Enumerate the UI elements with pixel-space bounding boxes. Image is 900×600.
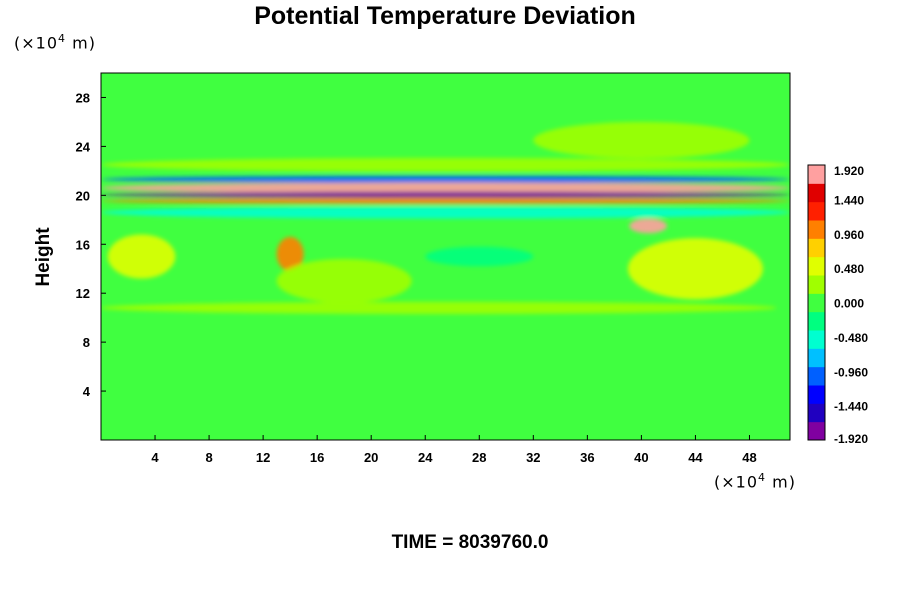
colorbar-segment (808, 183, 825, 203)
heatmap-feature-12 (425, 246, 534, 267)
time-value: 8039760.0 (458, 532, 549, 553)
y-tick-label: 20 (76, 188, 90, 203)
x-tick-label: 16 (310, 450, 324, 465)
time-equals: = (436, 532, 459, 553)
heatmap-feature-6 (629, 218, 668, 234)
heatmap-feature-13 (533, 121, 750, 159)
chart-title: Potential Temperature Deviation (254, 2, 636, 30)
colorbar-segment (808, 238, 825, 258)
heatmap-feature-0 (101, 175, 790, 184)
x-tick-label: 28 (472, 450, 486, 465)
colorbar-segment (808, 366, 825, 386)
x-tick-label: 44 (688, 450, 703, 465)
x-tick-label: 8 (205, 450, 212, 465)
colorbar-tick-label: 0.480 (834, 262, 864, 276)
colorbar-segment (808, 201, 825, 221)
heatmap-feature-1 (101, 182, 790, 194)
x-tick-label: 48 (742, 450, 756, 465)
colorbar-tick-label: 0.960 (834, 228, 864, 242)
x-tick-label: 12 (256, 450, 270, 465)
colorbar-tick-label: -0.960 (834, 365, 868, 379)
time-label: TIME (391, 532, 437, 553)
y-tick-label: 4 (83, 384, 91, 399)
y-tick-label: 12 (76, 286, 90, 301)
colorbar-segment (808, 275, 825, 294)
y-unit-prefix: (×10 (14, 33, 59, 53)
heatmap-feature-9 (627, 238, 763, 300)
colorbar-tick-label: 1.440 (834, 193, 864, 207)
colorbar-tick-label: 1.920 (834, 164, 864, 178)
colorbar-frame (807, 164, 826, 441)
colorbar-segment (808, 165, 825, 184)
colorbar-segment (808, 385, 825, 404)
colorbar-segment (808, 220, 825, 239)
heatmap-feature-5 (101, 206, 790, 219)
y-tick-label: 28 (76, 90, 90, 105)
x-tick-label: 36 (580, 450, 594, 465)
heatmap-feature-10 (276, 258, 412, 303)
y-tick-label: 8 (83, 335, 90, 350)
x-unit-prefix: (×10 (714, 472, 759, 492)
heatmap-feature-3 (101, 197, 790, 204)
y-unit-exponent: 4 (58, 32, 67, 45)
colorbar-tick-label: -1.440 (834, 400, 868, 414)
colorbar-segment (808, 421, 825, 441)
heatmap-feature-8 (107, 234, 176, 279)
time-readout: TIME = 8039760.0 (0, 532, 900, 554)
plot-frame (100, 72, 791, 441)
colorbar-segment (808, 311, 825, 331)
heatmap-feature-7 (276, 236, 304, 272)
heatmap-feature-2 (101, 191, 790, 198)
colorbar-tick-label: 0.000 (834, 297, 864, 311)
colorbar-tick-label: -0.480 (834, 331, 868, 345)
x-axis-unit: (×104 m) (714, 471, 796, 491)
colorbar-segment (808, 348, 825, 368)
x-tick-label: 40 (634, 450, 648, 465)
x-unit-suffix: m) (766, 472, 796, 492)
colorbar-segment (808, 293, 825, 313)
heatmap-features (101, 121, 790, 314)
heatmap-feature-4 (101, 158, 790, 172)
y-unit-suffix: m) (66, 33, 96, 53)
x-tick-label: 32 (526, 450, 540, 465)
x-tick-label: 20 (364, 450, 378, 465)
colorbar-segment (808, 330, 825, 349)
y-axis-unit: (×104 m) (14, 32, 96, 52)
x-tick-label: 4 (151, 450, 159, 465)
heatmap-feature-11 (101, 301, 777, 314)
y-tick-label: 16 (76, 237, 90, 252)
colorbar-segment (808, 256, 825, 276)
x-unit-exponent: 4 (758, 471, 767, 484)
colorbar-segment (808, 403, 825, 423)
y-tick-label: 24 (76, 139, 91, 154)
x-tick-label: 24 (418, 450, 433, 465)
colorbar-tick-label: -1.920 (834, 432, 868, 446)
